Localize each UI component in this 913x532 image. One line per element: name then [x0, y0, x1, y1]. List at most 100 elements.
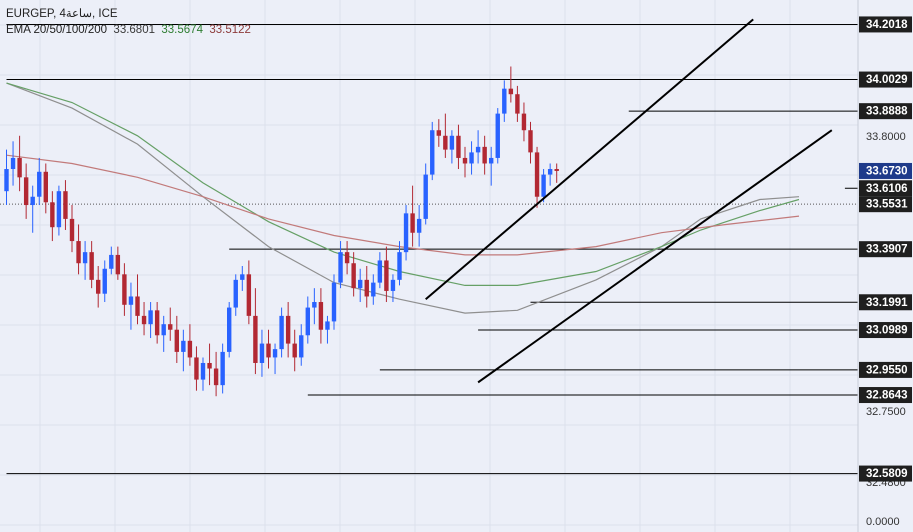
candle-body	[331, 282, 337, 322]
candle	[410, 185, 415, 247]
candle	[449, 130, 455, 164]
candle-body	[456, 135, 461, 158]
candle-body	[541, 174, 546, 197]
candle-body	[410, 213, 415, 233]
candle	[141, 302, 147, 336]
level-price-label-bg	[859, 103, 912, 120]
candle-body	[23, 177, 29, 206]
candle-body	[489, 157, 494, 164]
candle	[194, 346, 199, 391]
ema20-value: 33.6801	[113, 24, 155, 36]
candle-body	[299, 335, 304, 358]
candle-body	[122, 274, 127, 305]
ema50-value: 33.5674	[161, 24, 203, 36]
candle-body	[115, 254, 121, 275]
candle-body	[397, 252, 402, 280]
candle	[266, 329, 271, 369]
candle-body	[482, 146, 487, 164]
level-price-label-bg	[859, 465, 912, 482]
candle-body	[436, 130, 441, 136]
candle	[377, 252, 383, 289]
candle-body	[390, 279, 396, 291]
level-price-label: 33.5531	[859, 196, 912, 213]
candle	[17, 135, 22, 192]
level-price-label: 32.5809	[859, 465, 912, 482]
candle	[331, 274, 337, 330]
candle-body	[312, 302, 317, 308]
candle-body	[69, 218, 75, 242]
candle	[102, 260, 107, 303]
level-price-label-text: 33.5531	[866, 199, 908, 211]
candle-body	[246, 274, 252, 316]
candle-body	[259, 343, 265, 363]
level-price-label-bg	[859, 16, 912, 33]
candle	[96, 266, 101, 308]
level-price-label-bg	[859, 196, 912, 213]
candle	[10, 141, 16, 186]
price-axis[interactable]	[858, 0, 913, 532]
candle-body	[43, 171, 48, 203]
candle	[240, 266, 245, 291]
axis-tick-label: 0.0000	[866, 516, 900, 528]
candle	[82, 241, 88, 280]
candle	[220, 343, 225, 394]
level-price-label-bg	[859, 180, 912, 197]
current-price-label: 33.6730	[859, 162, 912, 179]
candle	[358, 268, 363, 303]
candle-body	[508, 88, 514, 95]
candle-body	[515, 94, 520, 114]
candle-body	[416, 218, 422, 233]
level-price-label-text: 32.8643	[866, 390, 908, 402]
candle	[364, 266, 369, 308]
candle	[475, 130, 481, 164]
axis-tick-label: 33.8000	[866, 131, 906, 143]
channel-upper-line[interactable]	[425, 18, 754, 301]
candle	[318, 288, 324, 344]
candle-body	[30, 196, 35, 206]
candle-body	[253, 315, 258, 363]
candle	[50, 191, 55, 242]
candle-body	[200, 362, 206, 380]
candle-body	[76, 241, 81, 264]
candle-body	[403, 213, 409, 253]
level-price-label-bg	[859, 387, 912, 404]
candle	[246, 260, 252, 325]
candle	[344, 241, 350, 275]
candle-body	[168, 324, 173, 330]
candle-body	[82, 252, 88, 264]
level-price-label-text: 33.3907	[866, 244, 908, 256]
candle	[338, 241, 343, 289]
candle-body	[528, 130, 533, 153]
candle-body	[266, 343, 271, 358]
candle-body	[521, 113, 527, 131]
candle	[227, 302, 232, 358]
level-price-label: 33.3907	[859, 241, 912, 258]
candle	[502, 80, 507, 122]
candle	[187, 324, 193, 366]
candle-body	[102, 268, 107, 294]
candle-body	[50, 202, 55, 228]
ema-line: EMA 20/50/100/200 33.6801 33.5674 33.512…	[6, 22, 251, 38]
candle-body	[423, 174, 428, 219]
candle-body	[272, 349, 278, 358]
candle-body	[384, 260, 389, 291]
level-price-label-text: 32.9550	[866, 364, 908, 376]
level-price-label-bg	[859, 294, 912, 311]
candle	[76, 224, 81, 275]
candle	[521, 102, 527, 142]
candle	[43, 163, 48, 214]
candle	[259, 329, 265, 377]
candle	[325, 315, 330, 344]
candle-body	[285, 315, 291, 344]
candle	[233, 274, 238, 316]
candle-body	[10, 157, 16, 170]
candle-body	[187, 340, 193, 358]
candle-body	[89, 252, 94, 280]
candle-body	[358, 279, 363, 289]
level-price-label: 32.8643	[859, 387, 912, 404]
channel-lower-line[interactable]	[477, 129, 833, 384]
candle-body	[344, 252, 350, 264]
